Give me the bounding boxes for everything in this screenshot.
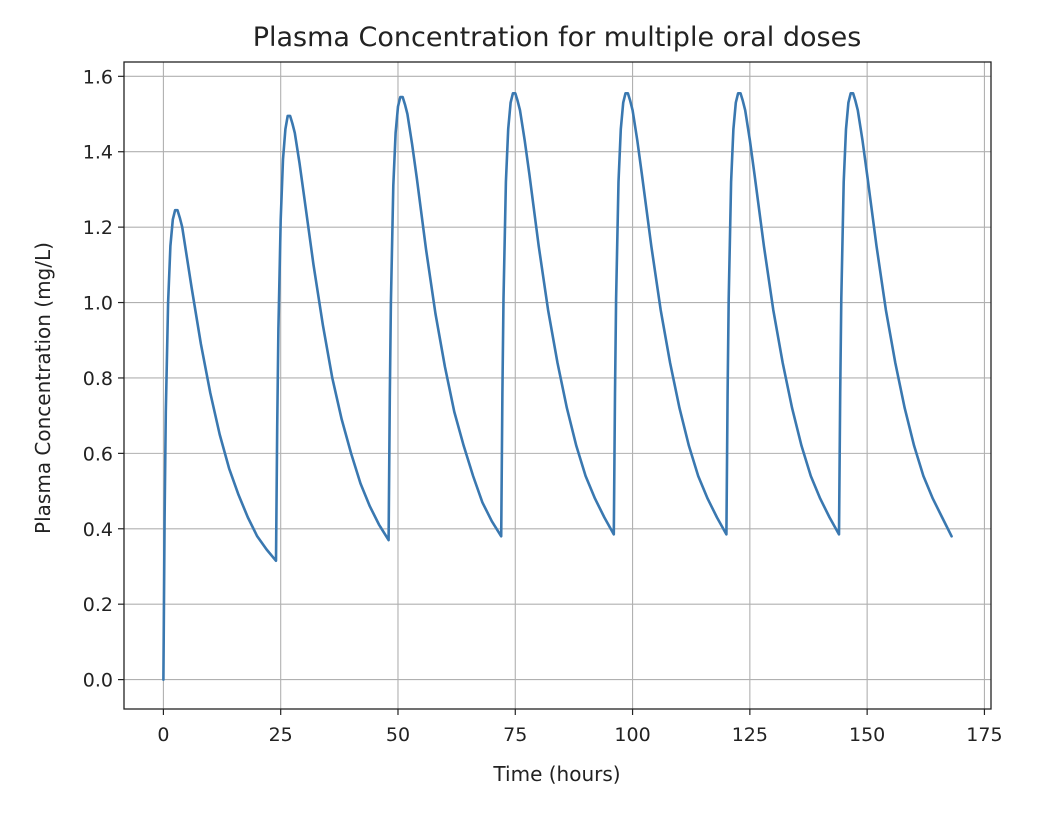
x-tick-label: 75 — [503, 724, 527, 746]
grid — [124, 62, 991, 709]
y-tick-label: 0.8 — [83, 368, 113, 390]
series-layer — [162, 92, 953, 681]
x-tick-label: 50 — [386, 724, 410, 746]
y-tick-label: 0.6 — [83, 443, 113, 465]
y-tick-label: 0.4 — [83, 519, 113, 541]
concentration-series-line — [162, 92, 953, 681]
x-axis-ticks: 0 25 50 75 100 125 150 175 — [157, 709, 1003, 746]
y-tick-label: 1.6 — [83, 66, 113, 88]
x-tick-label: 0 — [157, 724, 169, 746]
chart-title: Plasma Concentration for multiple oral d… — [253, 22, 862, 53]
x-axis-label: Time (hours) — [492, 762, 620, 786]
y-tick-label: 1.0 — [83, 293, 113, 315]
y-axis-ticks: 0.0 0.2 0.4 0.6 0.8 1.0 1.2 1.4 1.6 — [83, 66, 124, 692]
x-tick-label: 100 — [614, 724, 650, 746]
x-tick-label: 150 — [849, 724, 885, 746]
x-tick-label: 125 — [732, 724, 768, 746]
y-axis-label: Plasma Concentration (mg/L) — [31, 242, 55, 534]
y-tick-label: 1.4 — [83, 142, 113, 164]
y-tick-label: 0.2 — [83, 594, 113, 616]
x-tick-label: 175 — [966, 724, 1002, 746]
plot-frame — [123, 61, 992, 710]
y-tick-label: 1.2 — [83, 217, 113, 239]
x-tick-label: 25 — [269, 724, 293, 746]
y-tick-label: 0.0 — [83, 670, 113, 692]
